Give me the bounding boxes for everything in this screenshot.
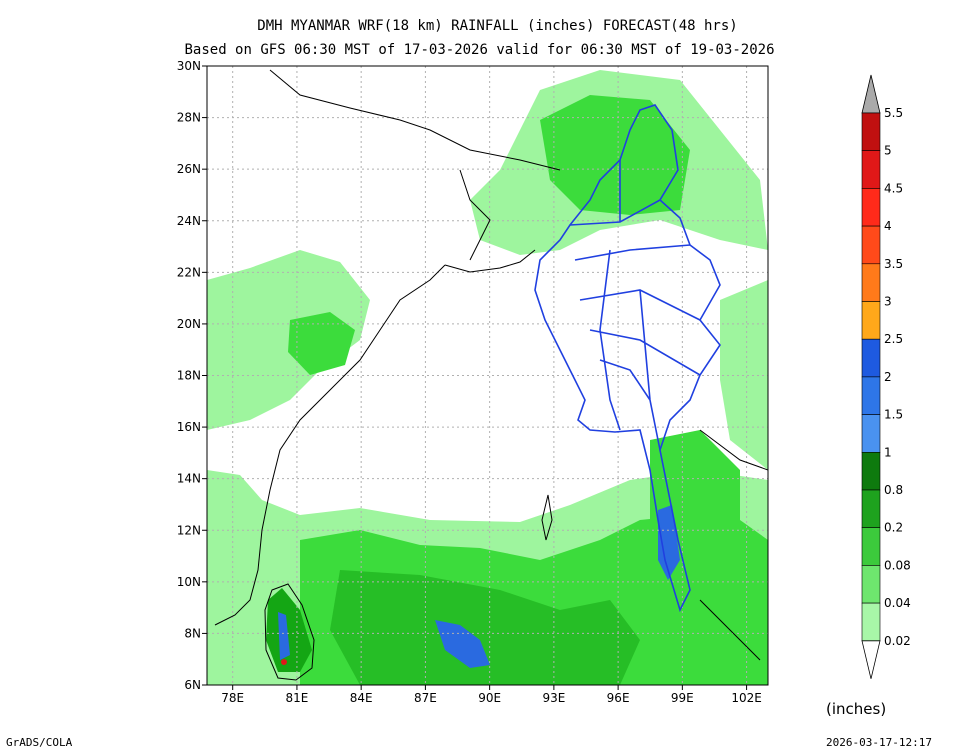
legend-swatch [862, 226, 880, 264]
lon-label: 78E [221, 691, 244, 705]
lat-label: 28N [177, 111, 201, 125]
lon-label: 93E [542, 691, 565, 705]
color-legend: 5.5 5 4.5 4 3.5 3 2.5 2 1.5 1 0.8 0.2 0.08 0.04 0.02 [862, 75, 911, 679]
legend-swatch [862, 565, 880, 603]
lat-label: 16N [177, 420, 201, 434]
lon-label: 84E [350, 691, 373, 705]
lat-label: 20N [177, 317, 201, 331]
lat-label: 8N [184, 626, 201, 640]
lat-label: 14N [177, 472, 201, 486]
legend-label: 0.04 [884, 596, 911, 610]
legend-label: 0.08 [884, 558, 911, 572]
legend-label: 4.5 [884, 181, 903, 195]
legend-swatch [862, 188, 880, 226]
generated-timestamp: 2026-03-17-12:17 [826, 736, 932, 749]
legend-swatch [862, 377, 880, 415]
lat-label: 12N [177, 523, 201, 537]
legend-swatch [862, 528, 880, 566]
legend-swatch [862, 264, 880, 302]
legend-label: 3 [884, 295, 892, 309]
legend-label: 0.02 [884, 634, 911, 648]
legend-label: 5.5 [884, 106, 903, 120]
lon-label: 99E [671, 691, 694, 705]
legend-swatch [862, 415, 880, 453]
legend-swatch [862, 603, 880, 641]
software-credit: GrADS/COLA [6, 736, 72, 749]
lon-label: 81E [286, 691, 309, 705]
latitude-labels: 6N 8N 10N 12N 14N 16N 18N 20N 22N 24N 26N 28N 30N [177, 59, 207, 692]
lat-label: 24N [177, 214, 201, 228]
lon-label: 96E [607, 691, 630, 705]
lon-label: 87E [414, 691, 437, 705]
legend-label: 4 [884, 219, 892, 233]
lat-label: 26N [177, 162, 201, 176]
legend-swatch [862, 339, 880, 377]
lat-label: 6N [184, 678, 201, 692]
legend-label: 1.5 [884, 408, 903, 422]
legend-swatch [862, 113, 880, 151]
lat-label: 22N [177, 265, 201, 279]
legend-label: 2.5 [884, 332, 903, 346]
legend-label: 3.5 [884, 257, 903, 271]
legend-label: 5 [884, 144, 892, 158]
legend-swatch [862, 302, 880, 340]
legend-label: 1 [884, 445, 892, 459]
rainfall-field [207, 70, 768, 685]
longitude-labels: 78E 81E 84E 87E 90E 93E 96E 99E 102E [221, 685, 762, 705]
lat-label: 18N [177, 369, 201, 383]
lon-label: 102E [731, 691, 762, 705]
legend-swatch [862, 151, 880, 189]
lat-label: 10N [177, 575, 201, 589]
legend-label: 2 [884, 370, 892, 384]
legend-label: 0.8 [884, 483, 903, 497]
legend-unit: (inches) [826, 700, 886, 718]
legend-label: 0.2 [884, 521, 903, 535]
rain-extreme-dot [281, 659, 287, 665]
lon-label: 90E [478, 691, 501, 705]
legend-min-arrow [862, 641, 880, 679]
legend-max-arrow [862, 75, 880, 113]
lat-label: 30N [177, 59, 201, 73]
legend-swatch [862, 452, 880, 490]
legend-swatch [862, 490, 880, 528]
